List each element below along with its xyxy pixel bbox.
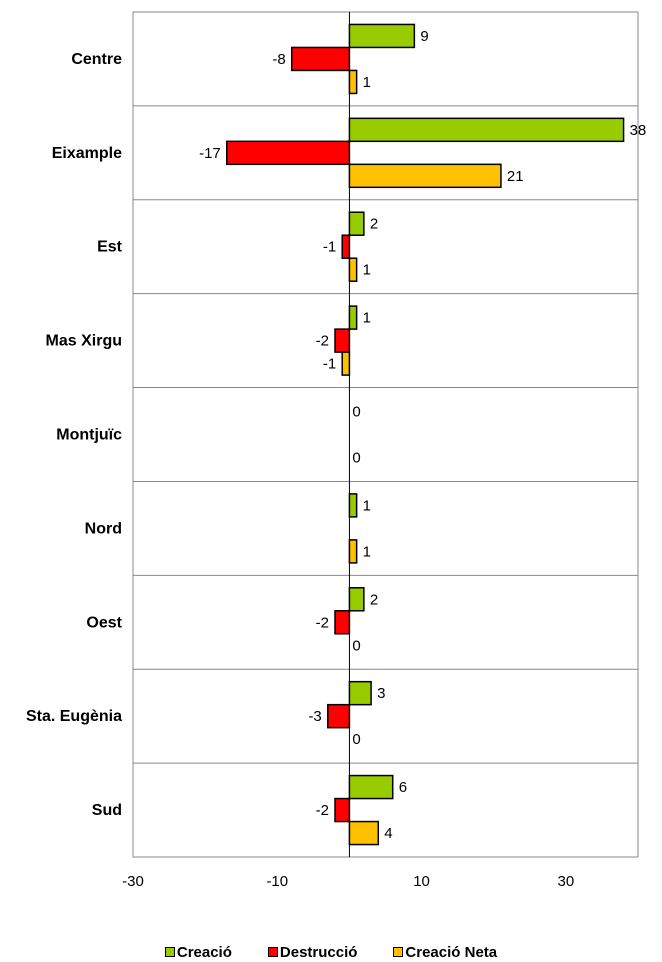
data-label: -2	[316, 333, 329, 350]
chart: Centre Eixample Est Mas Xirgu Montjuïc Nord Oe…	[26, 11, 647, 890]
bar	[226, 140, 351, 166]
data-label: -1	[323, 239, 336, 256]
category-label: Montjuïc	[56, 427, 122, 444]
bar	[290, 46, 351, 72]
bar	[348, 69, 358, 95]
data-label: 0	[352, 637, 360, 654]
data-label: 0	[352, 404, 360, 421]
bar	[348, 493, 358, 518]
data-label: 2	[370, 216, 378, 233]
data-label: 6	[399, 779, 407, 796]
bar	[348, 774, 394, 800]
bar	[348, 587, 365, 612]
data-label: 0	[352, 450, 360, 467]
bar	[348, 257, 358, 282]
data-label: 9	[420, 28, 428, 45]
bar	[348, 539, 358, 564]
data-label: 1	[363, 262, 371, 279]
category-label: Sta. Eugènia	[26, 708, 122, 725]
bar	[334, 328, 351, 353]
legend-item: Destrucció	[267, 942, 358, 962]
legend: Creació Destrucció Creació Neta	[0, 942, 662, 962]
data-label: 38	[630, 122, 647, 139]
bar	[348, 305, 358, 330]
x-tick-label: 10	[413, 873, 430, 890]
legend-swatch	[164, 947, 175, 957]
bar	[334, 610, 351, 635]
legend-item: Creació Neta	[393, 942, 497, 962]
category-label: Mas Xirgu	[46, 333, 122, 350]
data-label: 1	[363, 543, 371, 560]
bar	[348, 680, 372, 706]
data-label: -8	[272, 51, 285, 68]
category-label: Nord	[85, 520, 122, 537]
data-label: -3	[308, 708, 321, 725]
data-label: 21	[507, 168, 524, 185]
legend-label: Destrucció	[279, 943, 358, 961]
legend-label: Creació	[176, 943, 232, 961]
data-label: 1	[363, 497, 371, 514]
plot-area	[132, 11, 639, 858]
legend-swatch	[267, 947, 278, 957]
bar	[348, 23, 416, 49]
bar	[341, 351, 351, 376]
data-label: -1	[323, 356, 336, 373]
bar	[341, 234, 351, 259]
legend-label: Creació Neta	[405, 943, 498, 961]
legend-item: Creació	[164, 942, 232, 962]
bar	[348, 163, 502, 189]
bar	[334, 797, 351, 823]
data-label: -17	[199, 145, 221, 162]
bar	[348, 211, 365, 236]
data-label: 1	[363, 310, 371, 327]
bar	[327, 703, 351, 729]
category-label: Centre	[71, 51, 122, 68]
x-tick-label: -10	[266, 873, 288, 890]
category-label: Eixample	[52, 145, 122, 162]
data-label: 4	[384, 825, 392, 842]
bar	[348, 117, 625, 143]
data-label: 0	[352, 731, 360, 748]
data-label: 1	[363, 74, 371, 91]
x-tick-label: -30	[122, 873, 144, 890]
category-label: Est	[97, 239, 123, 256]
category-label: Sud	[92, 802, 122, 819]
data-label: -2	[316, 614, 329, 631]
data-label: 3	[377, 685, 385, 702]
bar	[348, 820, 380, 846]
legend-swatch	[393, 947, 404, 957]
x-tick-label: 30	[558, 873, 575, 890]
category-label: Oest	[86, 614, 122, 631]
data-label: 2	[370, 591, 378, 608]
data-label: -2	[316, 802, 329, 819]
